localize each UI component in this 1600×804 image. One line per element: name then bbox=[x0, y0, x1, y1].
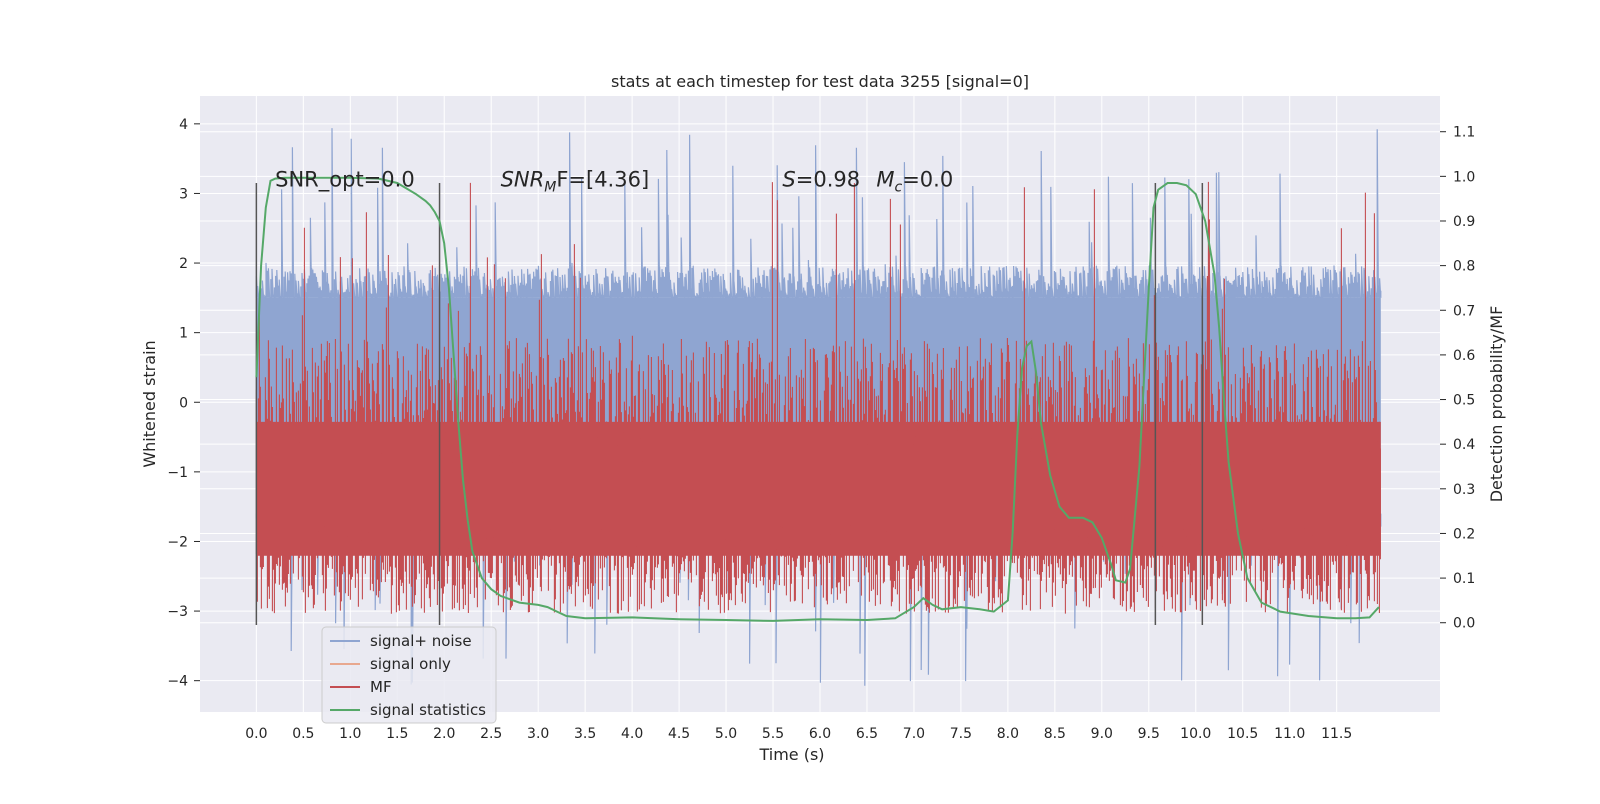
legend-label-signal-noise: signal+ noise bbox=[370, 632, 472, 650]
y-tick-label: −4 bbox=[167, 674, 188, 690]
x-tick-label: 2.0 bbox=[433, 726, 455, 742]
y-tick-label: 1 bbox=[179, 326, 188, 342]
y2-tick-label: 0.5 bbox=[1453, 393, 1475, 409]
y-tick-label: −2 bbox=[167, 534, 188, 550]
y2-axis-label: Detection probability/MF bbox=[1487, 306, 1506, 503]
x-tick-label: 1.5 bbox=[386, 726, 408, 742]
legend-box bbox=[321, 626, 497, 724]
x-tick-label: 5.0 bbox=[715, 726, 737, 742]
y-tick-label: −1 bbox=[167, 465, 188, 481]
y2-tick-label: 0.6 bbox=[1453, 348, 1475, 364]
x-tick-label: 8.5 bbox=[1044, 726, 1066, 742]
legend: signal+ noise signal only MF signal stat… bbox=[321, 626, 497, 724]
x-tick-labels: 0.0 0.5 1.0 1.5 2.0 2.5 3.0 3.5 4.0 4.5 5.0 5.5 6.0 6… bbox=[245, 726, 1352, 742]
y2-tick-label: 0.0 bbox=[1453, 616, 1475, 632]
x-tick-label: 9.0 bbox=[1091, 726, 1113, 742]
x-tick-label: 7.0 bbox=[903, 726, 925, 742]
y2-tick-label: 0.9 bbox=[1453, 214, 1475, 230]
x-tick-label: 10.0 bbox=[1180, 726, 1211, 742]
y-tick-label: 2 bbox=[179, 256, 188, 272]
y2-tick-label: 1.0 bbox=[1453, 169, 1475, 185]
x-tick-label: 11.0 bbox=[1274, 726, 1305, 742]
y2-tick-labels: 1.1 1.0 0.9 0.8 0.7 0.6 0.5 0.4 0.3 0.2 0.1 0.0 bbox=[1453, 125, 1475, 632]
series-mf bbox=[255, 181, 1381, 614]
legend-label-signal-only: signal only bbox=[370, 655, 451, 673]
annotation-text: S=0.98 bbox=[782, 167, 860, 191]
series-signal-statistics bbox=[255, 176, 1380, 622]
x-tick-label: 0.5 bbox=[292, 726, 314, 742]
legend-label-signal-statistics: signal statistics bbox=[370, 701, 486, 719]
y-tick-label: 4 bbox=[179, 117, 188, 133]
x-tick-label: 6.5 bbox=[856, 726, 878, 742]
x-tick-label: 1.0 bbox=[339, 726, 361, 742]
x-tick-label: 3.0 bbox=[527, 726, 549, 742]
legend-label-mf: MF bbox=[370, 678, 392, 696]
y2-tick-label: 0.2 bbox=[1453, 526, 1475, 542]
annotation-text: SNR_opt=0.0 bbox=[275, 167, 415, 192]
vertical-markers bbox=[255, 183, 1204, 625]
x-tick-label: 7.5 bbox=[950, 726, 972, 742]
x-tick-label: 5.5 bbox=[762, 726, 784, 742]
y2-tick-label: 0.7 bbox=[1453, 303, 1475, 319]
noise-upper-spikes bbox=[255, 128, 1382, 301]
y-tick-label: 0 bbox=[179, 395, 188, 411]
annotation-text: Mc=0.0 bbox=[876, 167, 953, 195]
x-tick-label: 3.5 bbox=[574, 726, 596, 742]
x-tick-label: 4.5 bbox=[668, 726, 690, 742]
chart-title: stats at each timestep for test data 325… bbox=[611, 72, 1029, 91]
y-tick-label: 3 bbox=[179, 186, 188, 202]
annotation-text: SNRMF=[4.36] bbox=[501, 167, 650, 195]
y-tick-labels: 4 3 2 1 0 −1 −2 −3 −4 bbox=[167, 117, 188, 690]
x-tick-label: 2.5 bbox=[480, 726, 502, 742]
x-tick-label: 8.0 bbox=[997, 726, 1019, 742]
x-tick-label: 4.0 bbox=[621, 726, 643, 742]
signal-statistics-line bbox=[255, 176, 1380, 622]
y2-tick-label: 0.8 bbox=[1453, 259, 1475, 275]
annotations: SNR_opt=0.0 SNRMF=[4.36] S=0.98 Mc=0.0 bbox=[275, 167, 953, 195]
x-axis-label: Time (s) bbox=[758, 745, 824, 764]
x-tick-label: 6.0 bbox=[809, 726, 831, 742]
x-tick-label: 11.5 bbox=[1321, 726, 1352, 742]
x-tick-label: 9.5 bbox=[1138, 726, 1160, 742]
y2-tick-label: 0.1 bbox=[1453, 571, 1475, 587]
y2-tick-label: 0.4 bbox=[1453, 437, 1475, 453]
y-axis-label: Whitened strain bbox=[140, 340, 159, 467]
y2-tick-label: 1.1 bbox=[1453, 125, 1475, 141]
y2-tick-label: 0.3 bbox=[1453, 482, 1475, 498]
x-tick-label: 10.5 bbox=[1227, 726, 1258, 742]
x-tick-label: 0.0 bbox=[245, 726, 267, 742]
y-tick-label: −3 bbox=[167, 604, 188, 620]
